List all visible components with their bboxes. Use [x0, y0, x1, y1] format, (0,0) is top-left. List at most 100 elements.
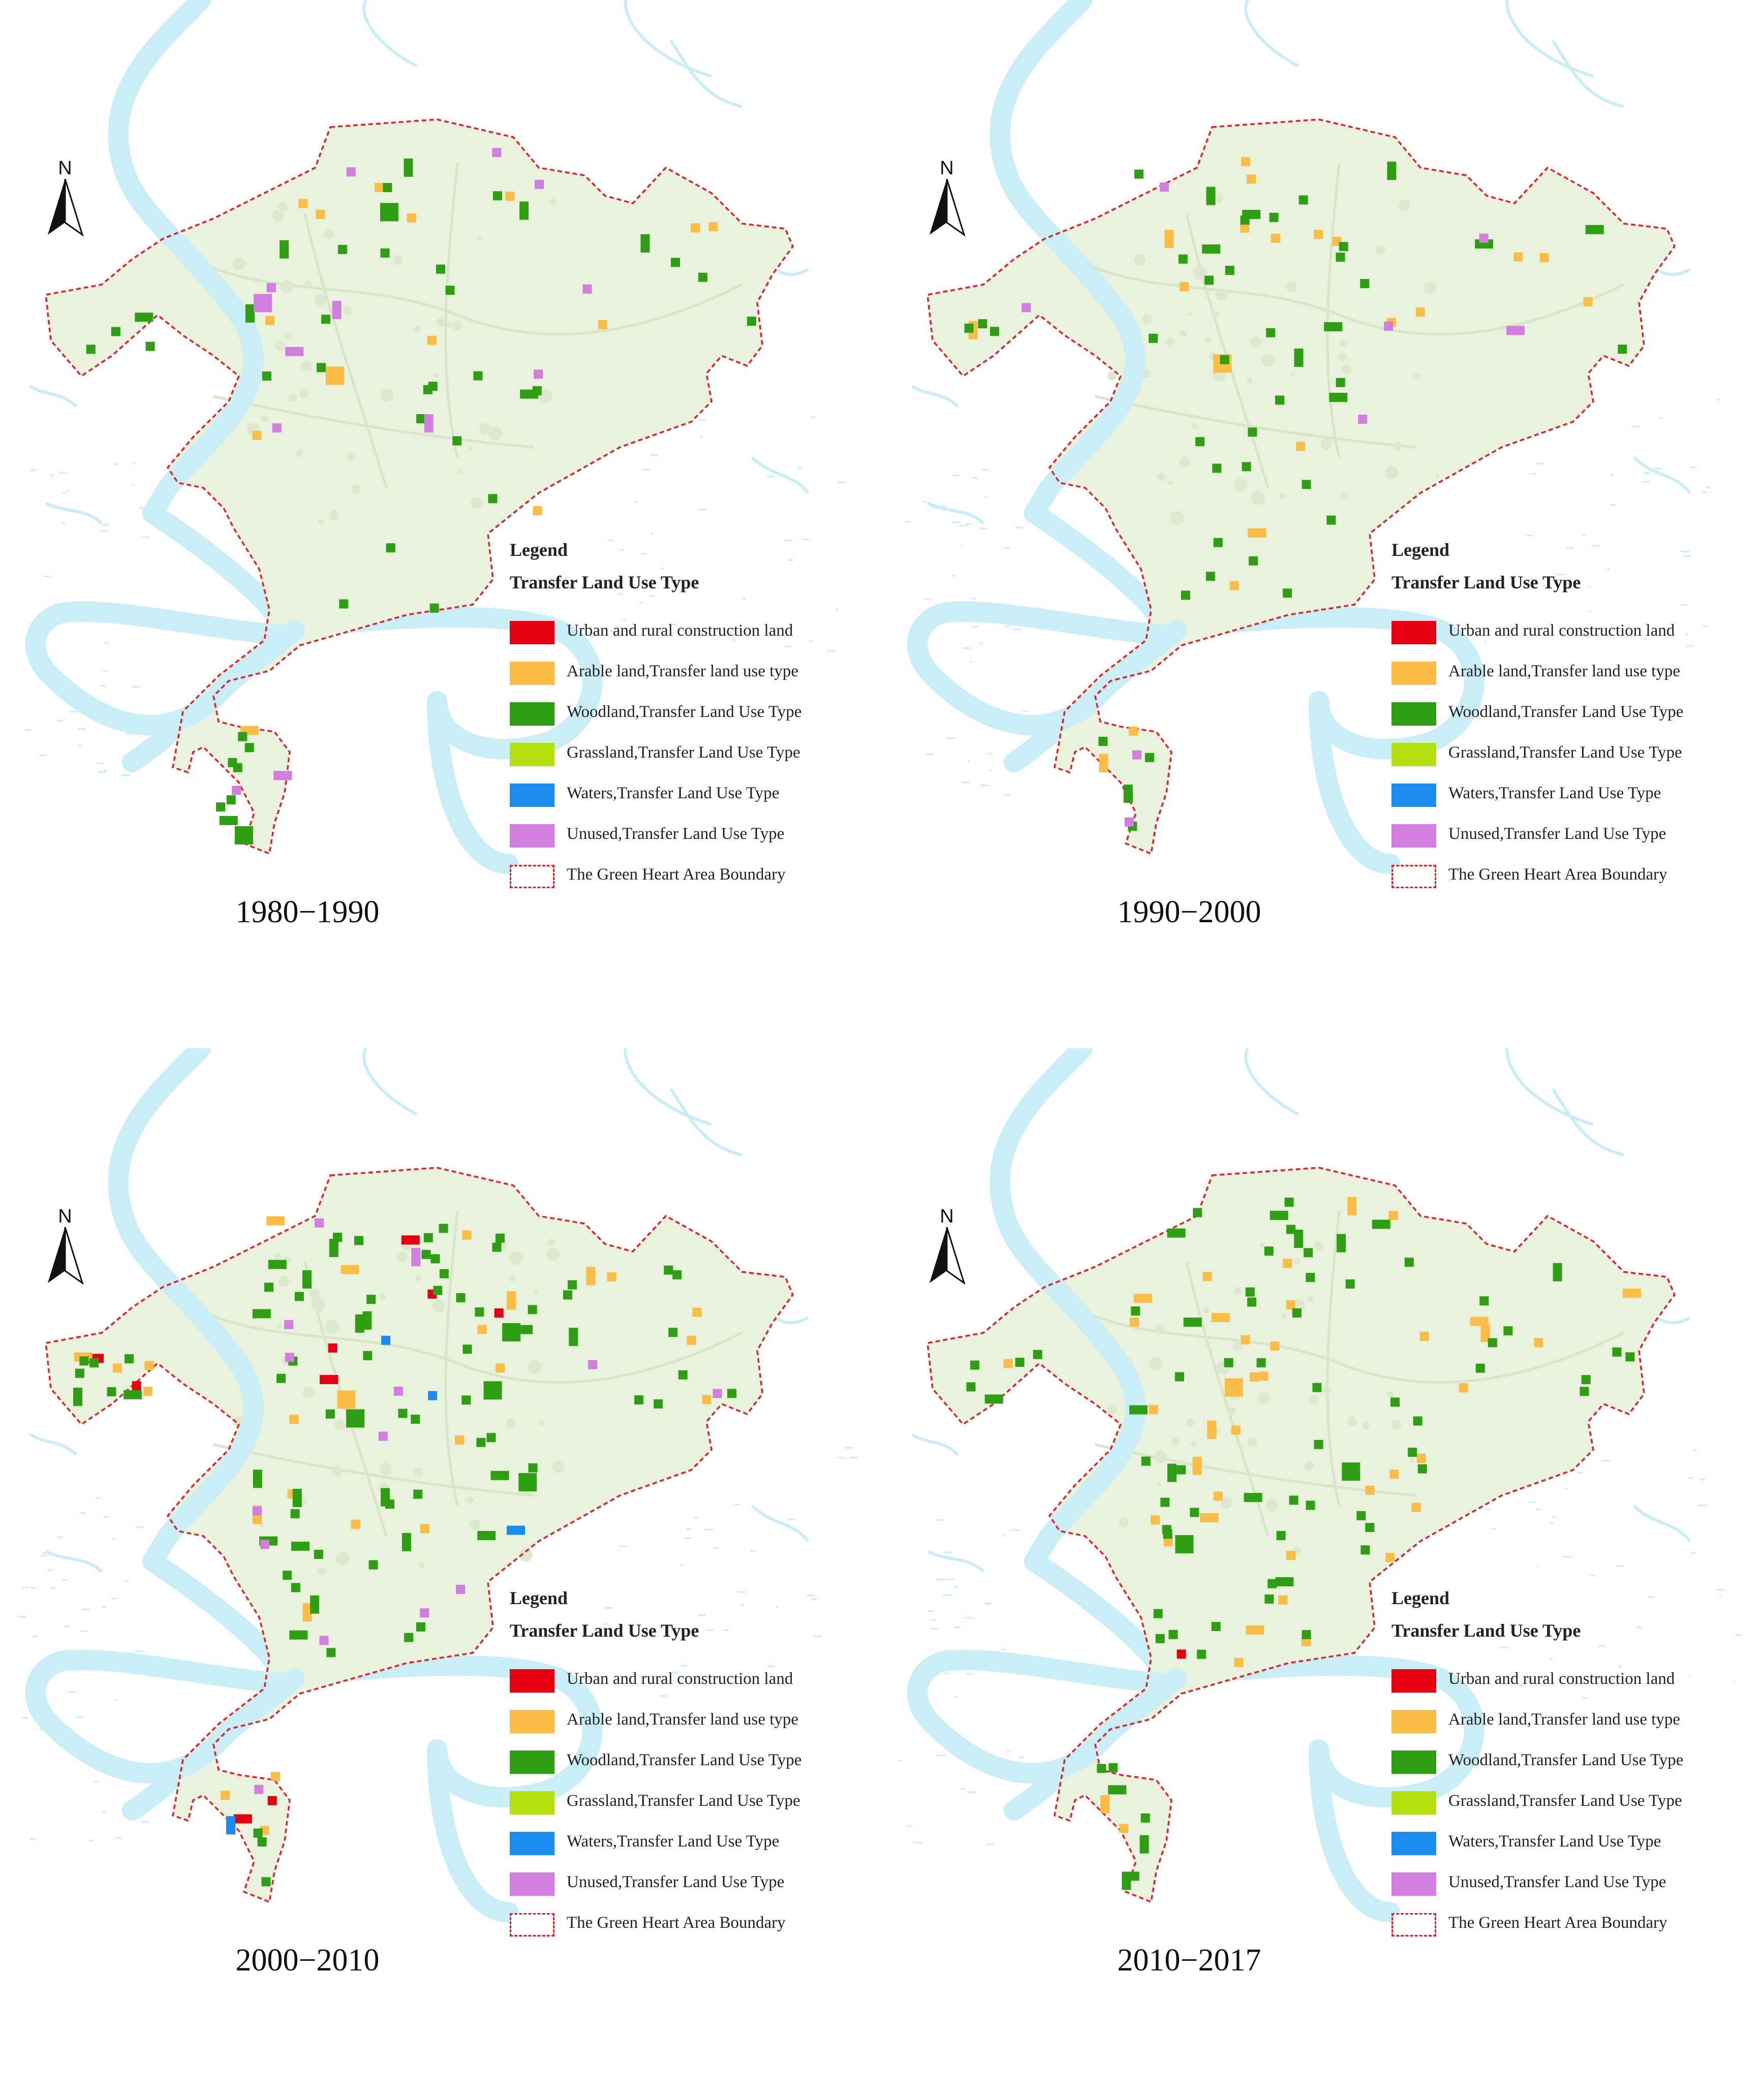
pond: [618, 593, 623, 595]
woodland-change-cell: [1306, 1273, 1315, 1282]
terrain-patch: [1220, 1496, 1233, 1509]
arable-change-cell: [1459, 1383, 1468, 1393]
woodland-change-cell: [1580, 1387, 1589, 1396]
woodland-change-cell: [1249, 556, 1258, 566]
terrain-patch: [471, 497, 483, 509]
legend-item-waters: Waters,Transfer Land Use Type: [510, 781, 876, 822]
woodland-change-cell: [1204, 275, 1214, 285]
pond: [1659, 417, 1663, 419]
woodland-change-cell: [245, 304, 255, 323]
arable-change-cell: [1416, 1454, 1426, 1463]
pond: [1528, 1501, 1535, 1503]
legend-item-boundary: The Green Heart Area Boundary: [1391, 863, 1757, 903]
woodland-change-cell: [1168, 1630, 1178, 1639]
woodland-change-cell: [1160, 1497, 1170, 1507]
legend-title: Legend: [1391, 540, 1450, 560]
pond: [1601, 1460, 1611, 1462]
stream: [1632, 456, 1691, 494]
legend-item-unused: Unused,Transfer Land Use Type: [510, 822, 876, 863]
pond: [960, 1788, 965, 1790]
pond: [737, 1591, 746, 1593]
woodland-change-cell: [1197, 1649, 1206, 1659]
north-arrow-left: [930, 179, 947, 235]
stream: [751, 456, 810, 494]
woodland-change-cell: [1329, 393, 1348, 402]
north-arrow-shape: [930, 179, 966, 237]
woodland-change-cell: [1372, 1219, 1390, 1229]
arable-change-cell: [1271, 233, 1280, 243]
stream: [29, 385, 78, 408]
unused-change-cell: [273, 771, 292, 780]
stream: [926, 1550, 985, 1573]
woodland-change-cell: [634, 1395, 644, 1405]
pond: [56, 1536, 63, 1538]
woodland-change-cell: [1479, 1296, 1489, 1306]
pond: [1680, 550, 1690, 552]
pond: [1643, 481, 1651, 483]
pond: [115, 1837, 122, 1839]
woodland-change-cell: [492, 1242, 502, 1252]
pond: [141, 1821, 150, 1823]
legend-item-unused: Unused,Transfer Land Use Type: [1391, 1870, 1757, 1911]
terrain-patch: [539, 389, 552, 403]
woodland-change-cell: [1336, 253, 1345, 262]
pond: [953, 1586, 959, 1588]
unused-change-cell: [1132, 750, 1141, 760]
pond: [984, 495, 987, 497]
woodland-change-cell: [1015, 1358, 1025, 1367]
woodland-change-cell: [135, 312, 153, 322]
pond: [131, 685, 140, 687]
woodland-change-cell: [1324, 322, 1343, 331]
arable-change-cell: [1247, 174, 1256, 184]
legend-swatch-waters: [510, 784, 554, 807]
pond: [982, 468, 988, 471]
woodland-change-cell: [563, 1290, 572, 1300]
map-legend: Legend Transfer Land Use Type Urban and ru…: [510, 539, 876, 903]
terrain-patch: [534, 1288, 539, 1294]
terrain-patch: [1309, 1395, 1319, 1405]
pond: [70, 711, 78, 713]
pond: [102, 524, 109, 526]
legend-item-waters: Waters,Transfer Land Use Type: [1391, 781, 1757, 822]
arable-change-cell: [375, 182, 384, 192]
pond: [81, 1630, 88, 1632]
legend-label-arable: Arable land,Transfer land use type: [1448, 662, 1681, 680]
pond: [100, 684, 106, 686]
woodland-change-cell: [1314, 1439, 1323, 1449]
terrain-patch: [547, 1239, 555, 1247]
stream: [1244, 0, 1299, 68]
legend-swatch-boundary: [1391, 865, 1436, 888]
pond: [1535, 462, 1543, 464]
green-heart-boundary: [926, 118, 1676, 855]
legend-subtitle: Transfer Land Use Type: [1391, 1620, 1581, 1641]
stream: [624, 1048, 712, 1126]
pond: [1012, 1529, 1020, 1531]
arable-change-cell: [586, 1267, 596, 1286]
legend-swatch-urban: [1391, 621, 1436, 644]
legend-title: Legend: [1391, 1588, 1450, 1608]
unused-change-cell: [254, 294, 272, 312]
unused-change-cell: [582, 284, 592, 294]
woodland-change-cell: [1612, 1347, 1622, 1357]
legend-label-waters: Waters,Transfer Land Use Type: [567, 784, 780, 802]
pond: [965, 1673, 973, 1675]
arable-change-cell: [1389, 1469, 1399, 1479]
period-caption: 2010−2017: [1117, 1943, 1261, 1978]
woodland-change-cell: [107, 1387, 116, 1396]
arable-change-cell: [1385, 1553, 1395, 1562]
terrain-patch: [1234, 478, 1248, 492]
legend-swatch-boundary: [510, 865, 554, 888]
woodland-change-cell: [1139, 1835, 1149, 1854]
terrain-patch: [1171, 1437, 1180, 1446]
period-caption: 1990−2000: [1117, 895, 1261, 929]
pond: [1583, 535, 1586, 537]
woodland-change-cell: [1284, 1197, 1294, 1207]
pond: [1526, 535, 1533, 537]
pond: [138, 507, 144, 509]
land-use-map: [898, 1048, 1742, 1922]
unused-change-cell: [260, 1540, 270, 1549]
pond: [62, 1579, 68, 1581]
unused-change-cell: [424, 414, 434, 433]
woodland-change-cell: [1098, 737, 1108, 746]
woodland-change-cell: [452, 436, 462, 446]
